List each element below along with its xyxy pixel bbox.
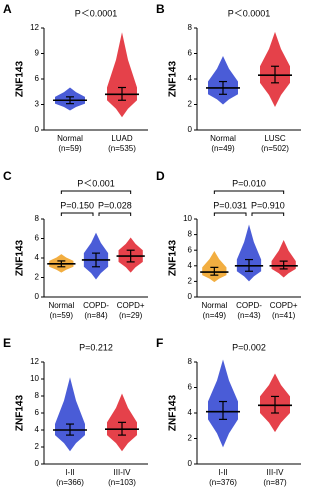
y-tick-label: 2	[188, 277, 193, 286]
y-axis-label: ZNF143	[168, 61, 179, 98]
y-tick-label: 4	[188, 74, 193, 83]
comparison-bracket	[60, 212, 94, 216]
y-tick-label: 6	[188, 245, 193, 254]
p-value: P=0.010	[232, 178, 266, 188]
y-tick-label: 2	[188, 100, 193, 109]
n-label: (n=535)	[108, 144, 136, 153]
n-label: (n=41)	[272, 311, 296, 320]
comparison-bracket	[60, 190, 132, 194]
y-tick-label: 12	[30, 23, 39, 32]
p-value: P＜0.0001	[228, 8, 271, 18]
x-tick-label: III-IV	[114, 468, 132, 477]
x-tick-label: I-II	[65, 468, 74, 477]
x-tick-label: Normal	[48, 301, 74, 310]
n-label: (n=366)	[56, 478, 84, 487]
panel-label: C	[3, 169, 12, 183]
y-tick-label: 2	[188, 434, 193, 443]
y-tick-label: 4	[35, 425, 40, 434]
panel-label: E	[3, 336, 11, 350]
dot-cloud	[271, 240, 296, 278]
y-tick-label: 0	[188, 459, 193, 468]
n-label: (n=84)	[84, 311, 108, 320]
x-tick-label: COPD+	[270, 301, 298, 310]
n-label: (n=29)	[119, 311, 143, 320]
n-label: (n=43)	[237, 311, 261, 320]
y-tick-label: 4	[35, 253, 40, 262]
y-tick-label: 6	[35, 408, 40, 417]
n-label: (n=502)	[261, 144, 289, 153]
p-value: P=0.212	[79, 342, 113, 352]
y-tick-label: 10	[30, 374, 39, 383]
y-tick-label: 12	[30, 357, 39, 366]
n-label: (n=87)	[263, 478, 287, 487]
n-label: (n=49)	[211, 144, 235, 153]
y-axis-label: ZNF143	[168, 395, 179, 432]
n-label: (n=103)	[108, 478, 136, 487]
y-axis-label: ZNF143	[15, 61, 26, 98]
y-tick-label: 10	[183, 214, 192, 223]
dot-cloud	[202, 250, 227, 283]
p-value: P＜0.001	[77, 178, 115, 188]
y-tick-label: 8	[188, 357, 193, 366]
x-tick-label: LUAD	[111, 134, 133, 143]
dot-cloud	[55, 377, 85, 452]
n-label: (n=376)	[209, 478, 237, 487]
y-tick-label: 4	[188, 261, 193, 270]
x-tick-label: I-II	[218, 468, 227, 477]
y-tick-label: 4	[188, 408, 193, 417]
p-value: P=0.002	[232, 342, 266, 352]
y-tick-label: 3	[35, 100, 40, 109]
y-axis-label: ZNF143	[15, 240, 26, 277]
x-tick-label: COPD+	[117, 301, 145, 310]
figure: AZNF143036912Normal(n=59)LUAD(n=535)P＜0.…	[3, 2, 301, 487]
y-tick-label: 2	[35, 273, 40, 282]
n-label: (n=59)	[58, 144, 82, 153]
n-label: (n=59)	[50, 311, 74, 320]
panel-label: F	[156, 336, 163, 350]
y-tick-label: 6	[35, 234, 40, 243]
y-tick-label: 8	[188, 230, 193, 239]
dot-cloud	[107, 32, 137, 118]
p-value: P＜0.0001	[75, 8, 118, 18]
x-tick-label: Normal	[210, 134, 236, 143]
x-tick-label: COPD-	[236, 301, 262, 310]
p-value: P=0.031	[213, 200, 247, 210]
comparison-bracket	[213, 190, 285, 194]
y-axis-label: ZNF143	[15, 395, 26, 432]
y-tick-label: 8	[35, 214, 40, 223]
y-tick-label: 6	[35, 74, 40, 83]
y-tick-label: 0	[188, 292, 193, 301]
y-tick-label: 8	[35, 391, 40, 400]
p-value: P=0.150	[60, 200, 94, 210]
y-tick-label: 0	[188, 125, 193, 134]
y-tick-label: 0	[35, 459, 40, 468]
x-tick-label: Normal	[201, 301, 227, 310]
panel-label: A	[3, 2, 12, 16]
dot-cloud	[208, 56, 238, 105]
x-tick-label: Normal	[57, 134, 83, 143]
x-tick-label: LUSC	[264, 134, 286, 143]
y-tick-label: 8	[188, 23, 193, 32]
y-tick-label: 2	[35, 442, 40, 451]
comparison-bracket	[98, 212, 132, 216]
dot-cloud	[236, 224, 262, 282]
y-tick-label: 0	[35, 292, 40, 301]
y-tick-label: 6	[188, 49, 193, 58]
x-tick-label: COPD-	[83, 301, 109, 310]
p-value: P=0.028	[98, 200, 132, 210]
y-tick-label: 0	[35, 125, 40, 134]
n-label: (n=49)	[203, 311, 227, 320]
panel-label: D	[156, 169, 165, 183]
comparison-bracket	[251, 212, 285, 216]
y-tick-label: 6	[188, 383, 193, 392]
panel-label: B	[156, 2, 165, 16]
y-tick-label: 9	[35, 49, 40, 58]
x-tick-label: III-IV	[267, 468, 285, 477]
p-value: P=0.910	[251, 200, 285, 210]
y-axis-label: ZNF143	[168, 240, 179, 277]
comparison-bracket	[213, 212, 247, 216]
